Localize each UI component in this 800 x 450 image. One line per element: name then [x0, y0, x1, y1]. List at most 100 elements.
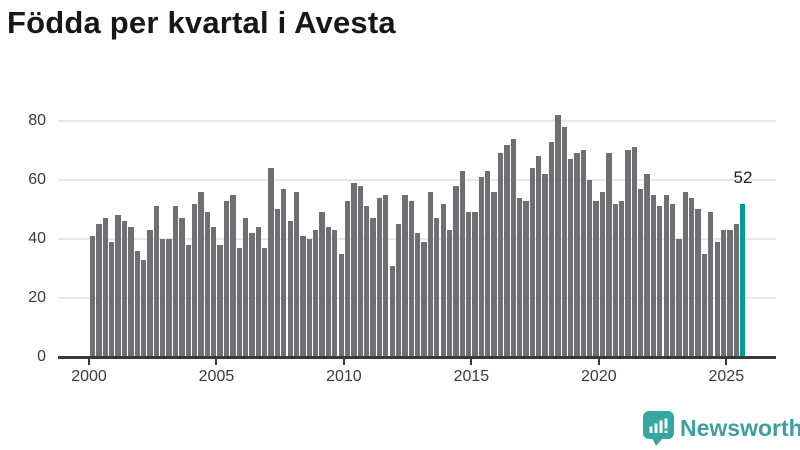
bar-2004-q2 [198, 191, 204, 357]
bar-2013-q3 [434, 218, 440, 357]
bar-2008-q4 [313, 230, 319, 357]
x-axis-label-2025: 2025 [708, 368, 745, 385]
bar-2024-q4 [720, 230, 727, 357]
bar-2002-q1 [140, 259, 147, 357]
bar-2003-q1 [166, 238, 172, 357]
bar-2023-q2 [682, 191, 688, 357]
bar-2005-q2 [223, 200, 230, 357]
bar-2023-q4 [695, 209, 701, 357]
bar-2015-q3 [485, 171, 491, 357]
bar-2020-q4 [618, 200, 625, 357]
bar-2002-q4 [160, 238, 166, 357]
x-axis-tick-2020 [597, 358, 600, 365]
bar-2000-q4 [109, 241, 115, 357]
last-value-label: 52 [733, 168, 753, 187]
bar-2001-q4 [134, 250, 140, 357]
bar-2021-q3 [638, 188, 644, 357]
bar-2025-q1 [727, 230, 733, 357]
bar-2018-q3 [561, 126, 567, 357]
bar-2019-q2 [580, 150, 587, 357]
bar-2014-q4 [466, 212, 472, 357]
bar-2022-q4 [669, 203, 676, 357]
bar-2010-q1 [344, 200, 351, 357]
bar-2009-q2 [325, 227, 332, 357]
bar-2011-q2 [376, 197, 383, 357]
bar-2023-q3 [689, 197, 695, 357]
gridline-60 [58, 178, 776, 181]
bar-2017-q4 [542, 174, 548, 357]
bar-2009-q4 [338, 253, 344, 357]
bar-2017-q3 [536, 156, 542, 357]
bar-2002-q3 [153, 206, 160, 357]
bar-2006-q1 [242, 218, 249, 357]
bar-2004-q1 [191, 203, 198, 357]
bar-2015-q1 [472, 212, 478, 357]
y-axis-label-0: 0 [37, 348, 46, 365]
bar-2000-q3 [102, 218, 109, 357]
bar-2005-q1 [217, 244, 223, 357]
bar-2006-q2 [249, 233, 255, 357]
x-axis-tick-2005 [215, 358, 218, 365]
bar-2024-q3 [714, 241, 720, 357]
bar-2012-q1 [395, 224, 402, 357]
bar-2010-q3 [357, 185, 363, 357]
bar-2024-q2 [708, 212, 714, 357]
bar-2016-q4 [516, 197, 523, 357]
x-axis-tick-2000 [88, 358, 90, 365]
bar-2015-q2 [478, 176, 485, 357]
x-axis-tick-2025 [725, 358, 728, 365]
bar-2014-q1 [446, 230, 453, 357]
y-axis-label-80: 80 [28, 111, 46, 129]
bar-2007-q1 [268, 168, 274, 357]
bar-2001-q2 [121, 221, 128, 357]
bar-2005-q4 [236, 247, 242, 357]
x-axis-tick-2015 [470, 358, 473, 365]
bar-2018-q1 [548, 141, 555, 357]
bar-2013-q2 [427, 191, 434, 357]
bar-2007-q2 [274, 209, 281, 357]
bar-2025-q2 [733, 224, 739, 357]
bar-2003-q3 [179, 218, 185, 357]
newsworthy-icon [643, 410, 674, 446]
bar-2000-q1 [90, 236, 96, 357]
x-axis-line [58, 355, 776, 359]
bar-2005-q3 [230, 194, 236, 357]
bar-2015-q4 [491, 191, 497, 357]
bar-2020-q1 [599, 191, 606, 357]
bar-2009-q1 [319, 212, 325, 357]
y-axis-label-60: 60 [28, 170, 46, 188]
bar-2001-q3 [128, 227, 134, 357]
bar-2006-q4 [262, 247, 268, 357]
bar-2016-q2 [504, 144, 510, 357]
bar-2011-q1 [370, 218, 376, 357]
bar-2017-q1 [523, 200, 529, 357]
bar-2014-q2 [453, 185, 459, 357]
x-axis-tick-2010 [342, 358, 345, 365]
bar-2011-q3 [383, 194, 389, 357]
bar-2016-q3 [510, 138, 516, 357]
chart-title: Födda per kvartal i Avesta [7, 5, 396, 40]
bar-2023-q1 [676, 238, 682, 357]
bar-2010-q4 [364, 206, 370, 357]
bar-2021-q4 [644, 174, 650, 357]
x-axis-label-2015: 2015 [453, 368, 490, 385]
y-axis-label-40: 40 [28, 229, 46, 247]
bar-2016-q1 [497, 153, 504, 357]
bar-2021-q2 [631, 147, 637, 357]
bar-2022-q2 [657, 206, 663, 357]
y-axis-label-20: 20 [28, 288, 46, 306]
bar-2011-q4 [389, 265, 395, 357]
bar-2013-q4 [440, 203, 446, 357]
bar-2019-q3 [587, 179, 593, 357]
bar-2020-q2 [606, 153, 612, 357]
x-axis-label-2020: 2020 [581, 368, 617, 385]
newsworthy-logo[interactable]: Newsworthy [643, 410, 800, 446]
x-axis-label-2000: 2000 [71, 368, 107, 385]
bar-2008-q2 [300, 236, 306, 357]
bar-2006-q3 [255, 227, 261, 357]
bar-2022-q3 [663, 194, 669, 357]
x-axis-label-2005: 2005 [198, 368, 235, 385]
bar-2010-q2 [351, 182, 357, 357]
